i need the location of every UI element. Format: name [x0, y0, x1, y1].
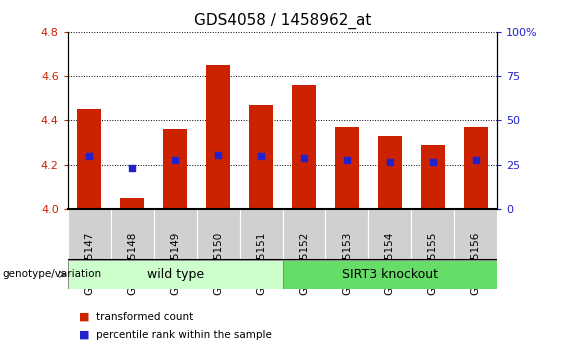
- Text: ■: ■: [79, 312, 90, 322]
- Text: GSM675156: GSM675156: [471, 232, 481, 295]
- Text: SIRT3 knockout: SIRT3 knockout: [342, 268, 438, 281]
- Point: [214, 152, 223, 158]
- Point: [128, 165, 137, 171]
- Text: genotype/variation: genotype/variation: [3, 269, 102, 279]
- FancyBboxPatch shape: [368, 209, 411, 260]
- Point: [471, 158, 480, 163]
- FancyBboxPatch shape: [454, 209, 497, 260]
- Point: [385, 160, 394, 165]
- Text: ■: ■: [79, 330, 90, 339]
- Bar: [335, 127, 359, 209]
- FancyBboxPatch shape: [68, 209, 111, 260]
- Text: GSM675150: GSM675150: [213, 232, 223, 295]
- FancyBboxPatch shape: [68, 260, 282, 289]
- Bar: [464, 127, 488, 209]
- Text: GSM675147: GSM675147: [84, 232, 94, 295]
- Point: [299, 155, 308, 161]
- Text: GSM675154: GSM675154: [385, 232, 395, 295]
- Text: percentile rank within the sample: percentile rank within the sample: [96, 330, 272, 339]
- Point: [342, 158, 351, 163]
- FancyBboxPatch shape: [197, 209, 240, 260]
- Text: GSM675149: GSM675149: [170, 232, 180, 295]
- Point: [428, 160, 437, 165]
- Text: GSM675155: GSM675155: [428, 232, 438, 295]
- Title: GDS4058 / 1458962_at: GDS4058 / 1458962_at: [194, 13, 371, 29]
- Text: wild type: wild type: [146, 268, 204, 281]
- FancyBboxPatch shape: [411, 209, 454, 260]
- Text: GSM675148: GSM675148: [127, 232, 137, 295]
- Bar: [378, 136, 402, 209]
- FancyBboxPatch shape: [154, 209, 197, 260]
- FancyBboxPatch shape: [111, 209, 154, 260]
- FancyBboxPatch shape: [240, 209, 282, 260]
- Bar: [249, 105, 273, 209]
- FancyBboxPatch shape: [282, 209, 325, 260]
- Bar: [163, 129, 187, 209]
- Text: GSM675153: GSM675153: [342, 232, 352, 295]
- Text: GSM675152: GSM675152: [299, 232, 309, 295]
- Bar: [421, 145, 445, 209]
- Text: GSM675151: GSM675151: [256, 232, 266, 295]
- Text: transformed count: transformed count: [96, 312, 193, 322]
- Bar: [77, 109, 101, 209]
- Point: [257, 153, 266, 159]
- Bar: [120, 198, 144, 209]
- Point: [171, 158, 180, 163]
- FancyBboxPatch shape: [325, 209, 368, 260]
- FancyBboxPatch shape: [282, 260, 497, 289]
- Bar: [206, 65, 230, 209]
- Bar: [292, 85, 316, 209]
- Point: [85, 153, 94, 159]
